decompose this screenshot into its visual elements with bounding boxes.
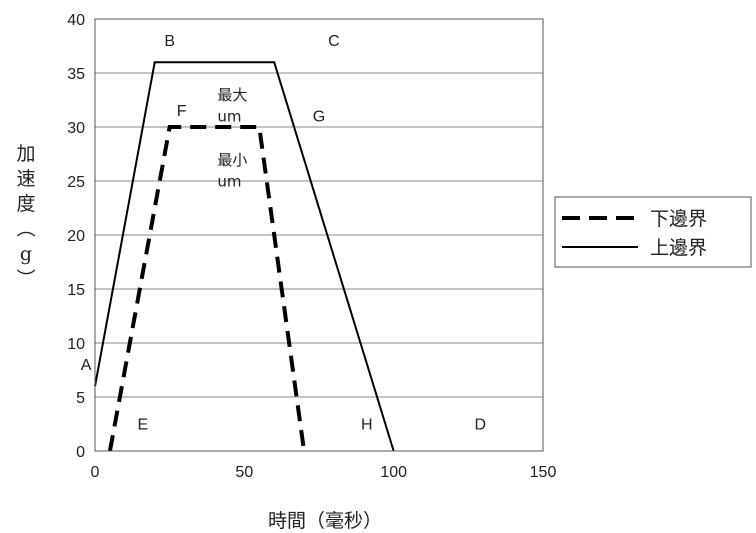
x-tick-label: 0 — [91, 464, 100, 481]
x-tick-label: 100 — [380, 464, 407, 481]
y-axis-label-char: （ — [14, 218, 36, 237]
y-axis-label-char: 速 — [16, 168, 35, 190]
y-tick-label: 25 — [67, 174, 85, 191]
point-label: B — [164, 33, 175, 50]
point-labels: A B C F G E H D — [81, 33, 486, 433]
y-tick-label: 35 — [67, 66, 85, 83]
x-tick-label: 50 — [235, 464, 253, 481]
annotation-label: um — [217, 108, 241, 126]
point-label: C — [328, 33, 340, 50]
y-axis-label-char: ） — [14, 268, 36, 287]
y-axis-label-char: 加 — [16, 143, 35, 165]
point-label: G — [313, 109, 325, 126]
y-tick-label: 15 — [67, 282, 85, 299]
plot-area-frame — [94, 18, 544, 452]
legend-label: 下邊界 — [650, 208, 707, 230]
y-tick-label: 5 — [76, 390, 85, 407]
y-axis-label: 加速度 （ g ） — [14, 143, 36, 288]
tick-labels: 0 5 10 15 20 25 30 35 40 0 50 100 150 — [67, 12, 556, 481]
annotation-label: um — [217, 172, 241, 190]
y-axis-label-char: 度 — [16, 193, 35, 215]
y-tick-label: 40 — [67, 12, 85, 29]
y-axis-label-char: g — [20, 243, 32, 265]
x-axis-label: 時間（毫秒） — [268, 510, 382, 532]
legend-box — [554, 196, 752, 268]
point-label: E — [137, 416, 148, 433]
annotation-label: 最小 — [217, 151, 247, 169]
series-line-lower-bound — [107, 125, 307, 452]
x-tick-label: 150 — [530, 464, 557, 481]
point-label: A — [81, 357, 92, 374]
gridlines — [95, 18, 543, 452]
point-label: H — [361, 416, 373, 433]
annotations: 最大 um 最小 um — [217, 86, 247, 190]
y-tick-label: 30 — [67, 120, 85, 137]
series-line-upper-bound — [94, 61, 395, 452]
y-tick-label: 0 — [76, 444, 85, 461]
y-tick-label: 20 — [67, 228, 85, 245]
series-lines — [94, 61, 395, 452]
point-label: D — [474, 416, 486, 433]
y-tick-label: 10 — [67, 336, 85, 353]
legend-label: 上邊界 — [650, 237, 707, 259]
point-label: F — [177, 103, 187, 120]
annotation-label: 最大 — [217, 86, 247, 104]
